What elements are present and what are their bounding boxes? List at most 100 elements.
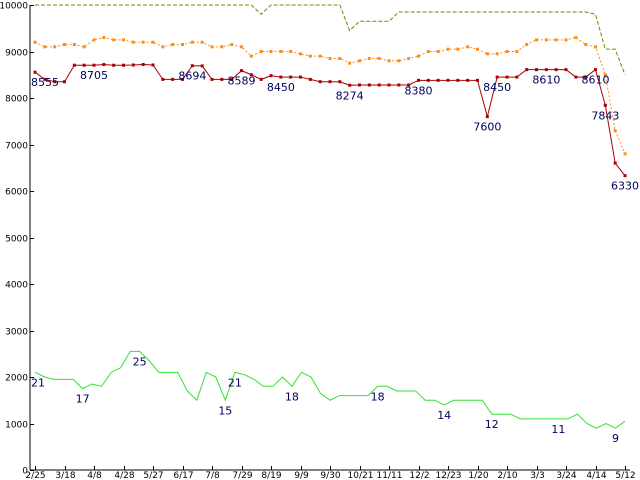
series-0-point — [407, 83, 411, 87]
series-0-point — [594, 68, 597, 72]
series-1-point — [603, 73, 607, 77]
series-1-point — [259, 50, 263, 53]
series-1-point — [33, 40, 37, 44]
series-0-point — [584, 75, 588, 79]
series-1-point — [466, 45, 470, 49]
x-tick-label: 7/8 — [205, 471, 220, 480]
series-0-point — [72, 63, 76, 67]
series-0-point — [367, 83, 371, 87]
series-0-point — [240, 69, 243, 73]
series-0-point — [220, 77, 224, 81]
data-label: 18 — [285, 390, 299, 403]
data-label: 6330 — [611, 180, 639, 193]
series-0-point — [446, 78, 450, 82]
data-label: 9 — [612, 432, 619, 445]
series-1-point — [426, 50, 430, 53]
series-1-point — [131, 40, 135, 44]
series-1-point — [308, 54, 312, 58]
data-label: 8380 — [405, 84, 433, 97]
y-tick-label: 8000 — [5, 95, 28, 105]
series-0-point — [397, 83, 401, 87]
series-0-point — [289, 75, 293, 79]
series-0-point — [151, 63, 155, 67]
x-tick-label: 3/24 — [556, 471, 576, 480]
series-0-point — [603, 103, 607, 107]
series-0-point — [161, 77, 165, 81]
data-label: 11 — [551, 423, 565, 436]
x-tick-label: 6/17 — [173, 471, 193, 480]
series-1-point — [328, 56, 332, 60]
x-tick-label: 11/11 — [377, 471, 403, 480]
data-labels: 8555 8705 8694 8589 8450 8274 8380 7600 8450 8610… — [31, 69, 639, 445]
series-1-point — [200, 40, 204, 44]
series-1-point — [613, 129, 617, 133]
series-0-point — [200, 64, 204, 68]
y-tick-label: 4000 — [5, 281, 28, 291]
series-1-point — [476, 47, 479, 51]
series-1-point — [279, 50, 283, 53]
data-label: 17 — [76, 393, 90, 406]
series-1-point — [436, 50, 440, 53]
y-tick-label: 3000 — [5, 328, 28, 338]
series-1-point — [564, 38, 568, 42]
series-0-point — [131, 63, 135, 67]
series-1-point — [289, 50, 293, 53]
y-tick-label: 2000 — [5, 374, 28, 384]
series-1-point — [456, 47, 460, 51]
series-0-point — [259, 77, 263, 81]
series-0-point — [613, 161, 617, 165]
series-0-point — [436, 78, 440, 82]
x-tick-label: 10/21 — [348, 471, 374, 480]
data-label: 8589 — [228, 75, 256, 88]
series-1-point — [230, 43, 234, 47]
series-0-point — [515, 75, 519, 79]
x-tick-label: 3/3 — [530, 471, 544, 480]
series-1-point — [348, 61, 352, 65]
series-1-point — [249, 54, 253, 58]
data-label: 8450 — [483, 81, 511, 94]
series-1-point — [240, 45, 243, 49]
series-1-point — [190, 40, 194, 44]
series-1-point — [358, 59, 361, 63]
series-0-point — [63, 80, 66, 84]
series-1-point — [584, 43, 588, 47]
data-label: 8450 — [267, 81, 295, 94]
data-label: 18 — [371, 390, 385, 403]
series-1-point — [535, 38, 538, 42]
series-0-point — [623, 174, 627, 178]
series-0-point — [299, 75, 302, 79]
data-label: 15 — [218, 404, 232, 417]
data-label: 21 — [31, 376, 45, 389]
series-1-point — [446, 47, 450, 51]
series-1-point — [53, 45, 57, 49]
data-label: 21 — [228, 376, 242, 389]
x-tick-label: 1/20 — [468, 471, 488, 480]
series-1-point — [623, 152, 627, 156]
series-3-line — [34, 350, 626, 429]
series-1-point — [181, 43, 184, 47]
series-1-point — [299, 52, 302, 56]
data-label: 8705 — [80, 69, 108, 82]
x-tick-label: 5/27 — [143, 471, 163, 480]
x-tick-label: 4/8 — [87, 471, 102, 480]
series-1-point — [63, 43, 66, 47]
series-0-point — [338, 80, 342, 84]
series-1-point — [43, 45, 47, 49]
series-0-point — [318, 80, 322, 84]
series-0-point — [43, 77, 47, 81]
series-0-point — [53, 80, 57, 84]
series-1-point — [122, 38, 125, 42]
series-1-point — [594, 45, 597, 49]
series-0-point — [190, 64, 194, 68]
x-tick-label: 8/19 — [261, 471, 281, 480]
y-tick-label: 6000 — [5, 188, 28, 198]
series-1-point — [210, 45, 214, 49]
series-0-point — [377, 83, 381, 87]
series-0-point — [269, 74, 273, 78]
series-1-point — [574, 36, 578, 40]
series-2-line — [35, 4, 626, 75]
series-0-point — [564, 68, 568, 72]
y-tick-label: 5000 — [5, 235, 28, 245]
x-tick-labels: 2/25 3/18 4/8 4/28 5/27 6/17 7/8 7/29 8/19 9/9 9/3… — [25, 471, 635, 480]
